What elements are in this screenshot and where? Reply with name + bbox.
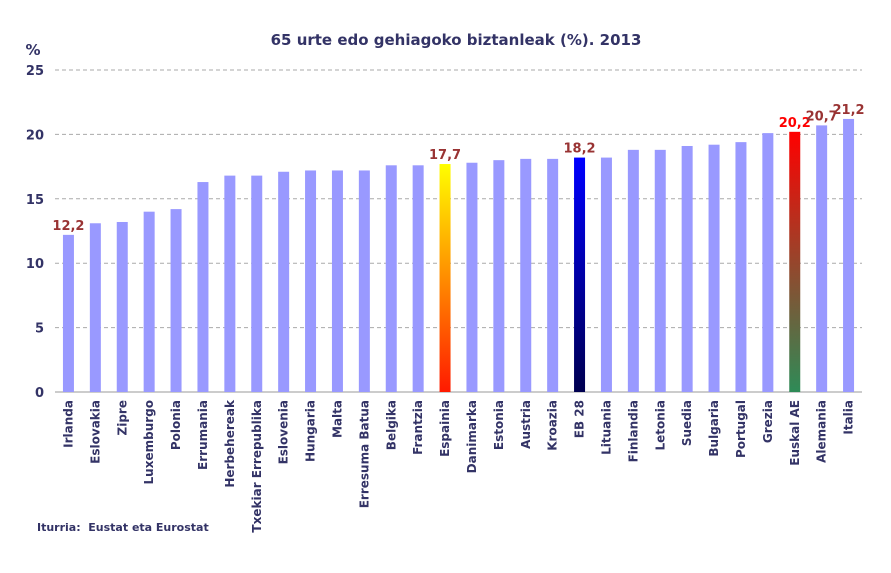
- x-tick-label: Suedia: [680, 400, 694, 446]
- data-label: 20,7: [806, 109, 838, 124]
- data-label: 17,7: [429, 148, 461, 163]
- bar: [331, 170, 343, 392]
- x-tick-label: Euskal AE: [788, 400, 802, 466]
- bar: [278, 171, 290, 392]
- bar: [708, 144, 720, 392]
- chart-title: 65 urte edo gehiagoko biztanleak (%). 20…: [271, 31, 642, 49]
- bar: [89, 223, 101, 392]
- y-tick-label: 0: [35, 386, 44, 401]
- x-tick-label: Austria: [519, 400, 533, 449]
- y-axis-label: %: [25, 41, 40, 59]
- bar: [305, 170, 317, 392]
- x-tick-label: Estonia: [492, 400, 506, 450]
- x-tick-label: Malta: [330, 400, 344, 438]
- y-tick-label: 5: [35, 322, 44, 337]
- x-tick-label: Frantzia: [411, 400, 425, 455]
- x-tick-label: Polonia: [169, 400, 183, 450]
- x-tick-label: Txekiar Errepublika: [250, 400, 264, 533]
- x-tick-label: Bulgaria: [707, 400, 721, 457]
- bar: [439, 164, 451, 392]
- y-tick-label: 15: [26, 193, 44, 208]
- x-tick-label: Alemania: [815, 400, 829, 463]
- x-tick-label: Portugal: [734, 400, 748, 458]
- bar: [62, 234, 74, 392]
- bar: [654, 149, 666, 392]
- bar: [574, 157, 586, 392]
- data-label: 18,2: [564, 142, 596, 157]
- data-label: 12,2: [52, 219, 84, 234]
- x-tick-label: Finlandia: [626, 400, 640, 462]
- bar: [143, 211, 155, 392]
- bar: [170, 209, 182, 392]
- bar: [843, 118, 855, 392]
- bar: [520, 158, 532, 392]
- x-tick-label: Danimarka: [465, 400, 479, 473]
- source-note: Iturria: Eustat eta Eurostat: [37, 521, 209, 534]
- x-tick-label: Zipre: [115, 400, 129, 435]
- x-tick-label: Hungaria: [304, 400, 318, 462]
- bar: [816, 125, 828, 392]
- bar: [762, 133, 774, 392]
- bar: [358, 170, 370, 392]
- data-label: 21,2: [833, 103, 865, 118]
- x-tick-label: Erresuma Batua: [357, 400, 371, 508]
- x-tick-label: EB 28: [573, 400, 587, 438]
- x-tick-label: Irlanda: [61, 400, 75, 448]
- data-label: 20,2: [779, 116, 811, 131]
- bar: [789, 131, 801, 392]
- x-tick-label: Espainia: [438, 400, 452, 457]
- x-tick-label: Letonia: [653, 400, 667, 451]
- bar: [600, 157, 612, 392]
- bar: [627, 149, 639, 392]
- bar: [466, 162, 478, 392]
- bar: [116, 221, 128, 392]
- bar: [681, 145, 693, 392]
- bar: [385, 165, 397, 392]
- x-tick-label: Eslovakia: [88, 400, 102, 464]
- bar: [412, 165, 424, 392]
- x-tick-label: Kroazia: [546, 400, 560, 451]
- bar: [493, 160, 505, 392]
- x-tick-label: Lituania: [599, 400, 613, 455]
- bar: [735, 142, 747, 392]
- x-tick-label: Luxemburgo: [142, 400, 156, 484]
- bar: [224, 175, 236, 392]
- bar: [197, 182, 209, 392]
- x-tick-label: Belgika: [384, 400, 398, 450]
- x-tick-label: Grezia: [761, 400, 775, 443]
- bar: [547, 158, 559, 392]
- x-tick-label: Italia: [842, 400, 856, 435]
- x-tick-label: Errumania: [196, 400, 210, 470]
- x-tick-label: Eslovenia: [277, 400, 291, 464]
- y-tick-label: 10: [26, 257, 44, 272]
- y-tick-label: 25: [26, 64, 44, 79]
- x-tick-label: Herbehereak: [223, 399, 237, 488]
- y-tick-label: 20: [26, 128, 44, 143]
- bar: [251, 175, 263, 392]
